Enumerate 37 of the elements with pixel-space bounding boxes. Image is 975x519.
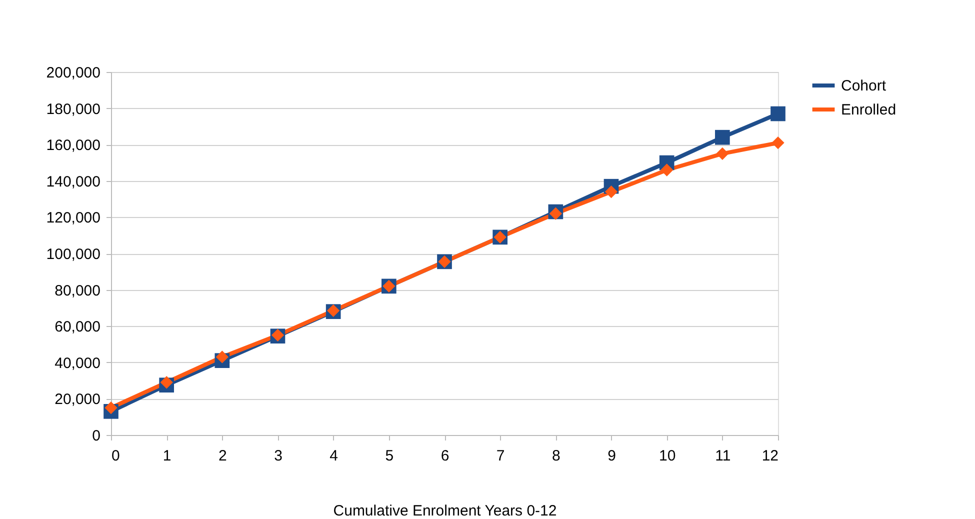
point: [770, 106, 786, 122]
y-tick-label: 140,000: [46, 173, 100, 190]
x-tick-label: 1: [162, 448, 172, 464]
point: [216, 350, 228, 364]
x-tick-label: 7: [496, 448, 505, 464]
y-tick-label: 0: [92, 428, 100, 444]
x-tick-label: 10: [658, 448, 676, 464]
legend-label: Cohort: [841, 78, 887, 94]
y-tick-label: 120,000: [46, 210, 100, 227]
x-tick-label: 5: [385, 448, 394, 464]
x-tick-label: 9: [608, 448, 616, 464]
point: [104, 401, 118, 414]
x-tick-label: 8: [552, 448, 560, 464]
x-tick-label: 11: [715, 448, 731, 464]
y-tick-label: 160,000: [46, 137, 100, 154]
y-tick-label: 20,000: [54, 391, 100, 408]
y-tick-label: 40,000: [54, 354, 100, 372]
x-axis-title: Cumulative Enrolment Years 0-12: [333, 502, 557, 519]
point: [604, 185, 618, 198]
y-tick-label: 180,000: [46, 100, 100, 118]
point: [549, 207, 562, 220]
x-tick-label: 3: [274, 448, 282, 464]
x-tick-label: 6: [440, 448, 450, 464]
legend-label: Enrolled: [841, 102, 896, 118]
y-tick-label: 80,000: [54, 282, 100, 300]
point: [716, 147, 729, 160]
y-tick-label: 60,000: [54, 318, 100, 336]
point: [715, 130, 730, 145]
x-tick-label: 12: [762, 448, 778, 464]
point: [160, 376, 173, 389]
y-tick-label: 100,000: [46, 246, 100, 263]
y-tick-label: 200,000: [46, 64, 100, 82]
x-tick-label: 4: [330, 448, 338, 464]
x-tick-label: 2: [218, 448, 227, 464]
x-tick-label: 0: [112, 448, 120, 464]
point: [660, 164, 674, 176]
point: [772, 136, 784, 150]
